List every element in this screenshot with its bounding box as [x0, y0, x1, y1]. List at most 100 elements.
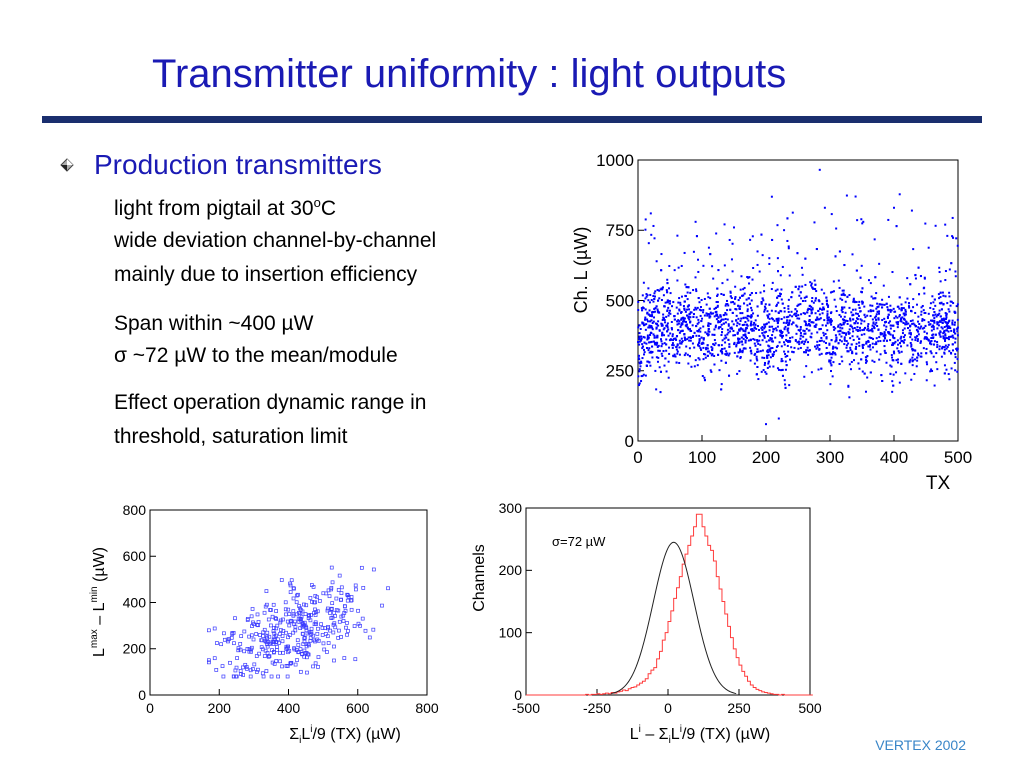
- data-point: [912, 248, 915, 251]
- data-point: [873, 327, 876, 330]
- data-point: [848, 396, 851, 399]
- data-point: [766, 335, 769, 338]
- data-point: [676, 234, 679, 237]
- data-point: [832, 361, 835, 364]
- data-point: [891, 271, 894, 274]
- data-point: [889, 339, 892, 342]
- data-point: [831, 353, 834, 356]
- data-point: [820, 367, 823, 370]
- data-point: [739, 312, 742, 315]
- data-point: [799, 328, 802, 331]
- data-point: [678, 361, 681, 364]
- data-point: [863, 313, 866, 316]
- data-point: [849, 368, 852, 371]
- data-point: [879, 303, 882, 306]
- data-point: [900, 350, 903, 353]
- data-point: [743, 323, 746, 326]
- data-point: [919, 327, 922, 330]
- data-point: [909, 336, 912, 339]
- data-point: [917, 333, 920, 336]
- data-point: [638, 382, 641, 385]
- data-point: [943, 331, 946, 334]
- data-point: [332, 658, 336, 663]
- y-tick-label: 1000: [596, 151, 634, 170]
- data-point: [775, 349, 778, 352]
- data-point: [798, 329, 801, 332]
- data-point: [781, 334, 784, 337]
- data-point: [772, 330, 775, 333]
- data-point: [790, 296, 793, 299]
- data-point: [750, 316, 753, 319]
- data-point: [742, 329, 745, 332]
- data-point: [756, 250, 759, 253]
- data-point: [843, 343, 846, 346]
- data-point: [893, 206, 895, 209]
- x-tick-label: 300: [816, 448, 844, 467]
- data-point: [244, 665, 249, 669]
- data-point: [771, 340, 774, 343]
- data-point: [760, 302, 763, 305]
- data-point: [861, 343, 864, 346]
- data-point: [807, 353, 810, 356]
- data-point: [892, 373, 895, 376]
- data-point: [861, 346, 864, 349]
- data-point: [779, 295, 782, 298]
- data-point: [875, 292, 878, 295]
- data-point: [767, 321, 770, 324]
- text-line: light from pigtail at 30oC: [114, 195, 337, 220]
- x-tick-label: -500: [512, 700, 540, 716]
- data-point: [650, 319, 653, 322]
- data-point: [857, 303, 860, 306]
- data-point: [937, 321, 940, 324]
- data-point: [731, 270, 734, 273]
- data-point: [935, 352, 938, 355]
- data-point: [816, 346, 819, 349]
- data-point: [341, 619, 346, 623]
- data-point: [716, 301, 719, 304]
- data-point: [284, 646, 289, 651]
- data-point: [662, 318, 665, 321]
- data-point: [783, 379, 786, 382]
- data-point: [943, 319, 946, 322]
- data-point: [932, 328, 935, 331]
- data-point: [638, 324, 641, 327]
- data-point: [954, 275, 957, 278]
- data-point: [803, 375, 806, 378]
- data-point: [944, 334, 947, 337]
- data-point: [812, 301, 815, 304]
- data-point: [858, 341, 861, 344]
- data-point: [826, 352, 829, 355]
- data-point: [909, 333, 912, 336]
- data-point: [281, 650, 286, 655]
- data-point: [247, 647, 252, 652]
- data-point: [699, 306, 702, 309]
- data-point: [818, 318, 821, 321]
- data-point: [856, 219, 859, 222]
- data-point: [898, 342, 901, 345]
- data-point: [305, 670, 309, 675]
- data-point: [839, 326, 842, 329]
- data-point: [804, 320, 807, 323]
- data-point: [661, 324, 664, 327]
- data-point: [901, 316, 904, 319]
- data-point: [945, 314, 948, 317]
- data-point: [889, 304, 892, 307]
- data-point: [689, 311, 692, 314]
- data-point: [702, 342, 705, 345]
- data-point: [871, 304, 874, 307]
- data-point: [774, 327, 777, 330]
- data-point: [766, 354, 769, 357]
- data-point: [864, 390, 867, 393]
- data-point: [777, 311, 780, 314]
- data-point: [933, 311, 936, 314]
- data-point: [697, 258, 700, 261]
- data-points: [207, 565, 390, 679]
- data-point: [847, 384, 850, 387]
- data-point: [706, 292, 709, 295]
- data-point: [637, 309, 640, 312]
- bullet-heading: Production transmitters: [94, 149, 382, 180]
- data-point: [923, 311, 926, 314]
- data-point: [249, 614, 254, 619]
- data-point: [251, 622, 256, 627]
- data-point: [686, 298, 689, 301]
